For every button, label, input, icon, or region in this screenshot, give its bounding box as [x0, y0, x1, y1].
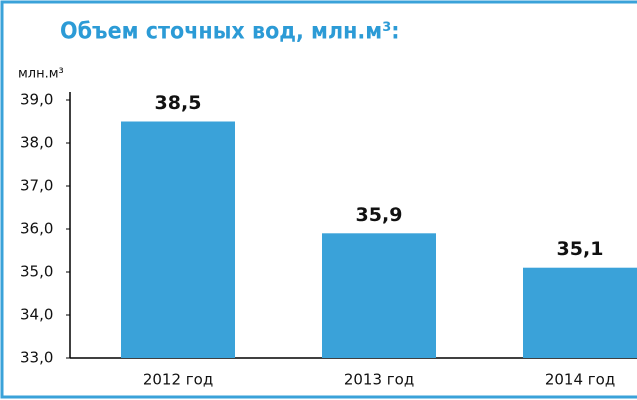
bar: [121, 121, 235, 358]
x-tick-label: 2013 год: [344, 371, 414, 389]
y-tick-label: 35,0: [20, 263, 53, 281]
y-tick-label: 39,0: [20, 91, 53, 109]
bar: [523, 267, 637, 358]
y-tick-label: 34,0: [20, 306, 53, 324]
y-tick-label: 33,0: [20, 349, 53, 367]
y-tick-label: 36,0: [20, 220, 53, 238]
bar: [322, 233, 436, 358]
y-tick-label: 38,0: [20, 134, 53, 152]
y-axis-label: млн.м³: [18, 67, 64, 82]
chart-title: Объем сточных вод, млн.м³:: [60, 19, 400, 45]
value-label: 38,5: [155, 92, 202, 114]
x-tick-label: 2014 год: [545, 371, 615, 389]
value-label: 35,1: [557, 238, 604, 260]
x-tick-label: 2012 год: [143, 371, 213, 389]
y-tick-label: 37,0: [20, 177, 53, 195]
value-label: 35,9: [356, 204, 403, 226]
